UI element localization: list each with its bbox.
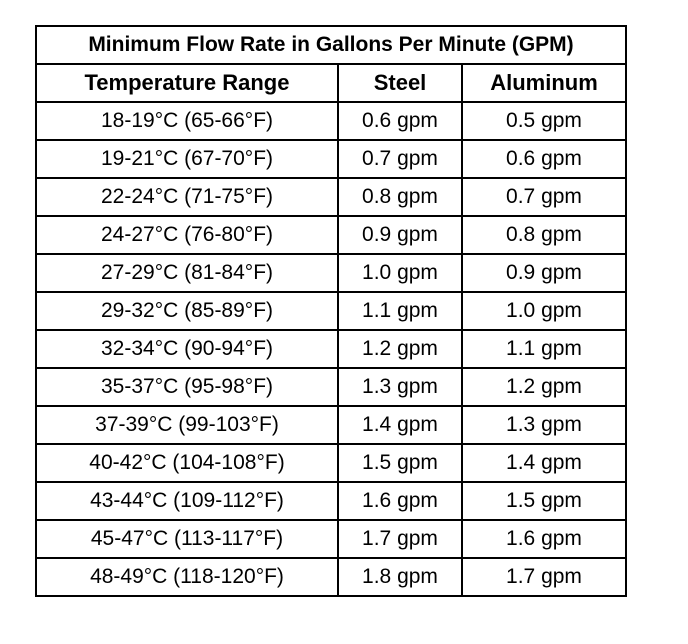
- temperature-range-cell: 43-44°C (109-112°F): [35, 481, 339, 521]
- temperature-range-cell: 22-24°C (71-75°F): [35, 177, 339, 217]
- aluminum-flow-cell: 1.3 gpm: [461, 405, 627, 445]
- table-row: 35-37°C (95-98°F) 1.3 gpm 1.2 gpm: [35, 367, 627, 407]
- temperature-range-cell: 27-29°C (81-84°F): [35, 253, 339, 293]
- steel-flow-cell: 1.6 gpm: [337, 481, 463, 521]
- temperature-range-cell: 37-39°C (99-103°F): [35, 405, 339, 445]
- table-row: 24-27°C (76-80°F) 0.9 gpm 0.8 gpm: [35, 215, 627, 255]
- title-row: Minimum Flow Rate in Gallons Per Minute …: [35, 25, 627, 65]
- temperature-range-cell: 45-47°C (113-117°F): [35, 519, 339, 559]
- aluminum-flow-cell: 1.4 gpm: [461, 443, 627, 483]
- table-row: 45-47°C (113-117°F) 1.7 gpm 1.6 gpm: [35, 519, 627, 559]
- steel-flow-cell: 0.6 gpm: [337, 101, 463, 141]
- table-row: 18-19°C (65-66°F) 0.6 gpm 0.5 gpm: [35, 101, 627, 141]
- aluminum-flow-cell: 1.1 gpm: [461, 329, 627, 369]
- temperature-range-cell: 35-37°C (95-98°F): [35, 367, 339, 407]
- table-row: 37-39°C (99-103°F) 1.4 gpm 1.3 gpm: [35, 405, 627, 445]
- steel-flow-cell: 1.2 gpm: [337, 329, 463, 369]
- aluminum-flow-cell: 1.6 gpm: [461, 519, 627, 559]
- steel-flow-cell: 1.8 gpm: [337, 557, 463, 597]
- steel-flow-cell: 1.5 gpm: [337, 443, 463, 483]
- table-row: 32-34°C (90-94°F) 1.2 gpm 1.1 gpm: [35, 329, 627, 369]
- aluminum-flow-cell: 1.0 gpm: [461, 291, 627, 331]
- table-row: 22-24°C (71-75°F) 0.8 gpm 0.7 gpm: [35, 177, 627, 217]
- steel-flow-cell: 1.4 gpm: [337, 405, 463, 445]
- temperature-range-cell: 29-32°C (85-89°F): [35, 291, 339, 331]
- table-title: Minimum Flow Rate in Gallons Per Minute …: [35, 25, 627, 65]
- table-row: 40-42°C (104-108°F) 1.5 gpm 1.4 gpm: [35, 443, 627, 483]
- header-aluminum: Aluminum: [461, 63, 627, 103]
- temperature-range-cell: 19-21°C (67-70°F): [35, 139, 339, 179]
- temperature-range-cell: 40-42°C (104-108°F): [35, 443, 339, 483]
- table-body: 18-19°C (65-66°F) 0.6 gpm 0.5 gpm 19-21°…: [35, 101, 627, 597]
- header-row: Temperature Range Steel Aluminum: [35, 63, 627, 103]
- steel-flow-cell: 1.3 gpm: [337, 367, 463, 407]
- temperature-range-cell: 24-27°C (76-80°F): [35, 215, 339, 255]
- steel-flow-cell: 1.0 gpm: [337, 253, 463, 293]
- temperature-range-cell: 48-49°C (118-120°F): [35, 557, 339, 597]
- steel-flow-cell: 0.9 gpm: [337, 215, 463, 255]
- aluminum-flow-cell: 0.7 gpm: [461, 177, 627, 217]
- steel-flow-cell: 1.1 gpm: [337, 291, 463, 331]
- flow-rate-table: Minimum Flow Rate in Gallons Per Minute …: [35, 25, 627, 597]
- table-row: 43-44°C (109-112°F) 1.6 gpm 1.5 gpm: [35, 481, 627, 521]
- temperature-range-cell: 32-34°C (90-94°F): [35, 329, 339, 369]
- aluminum-flow-cell: 1.2 gpm: [461, 367, 627, 407]
- table-head: Minimum Flow Rate in Gallons Per Minute …: [35, 25, 627, 103]
- header-temperature-range: Temperature Range: [35, 63, 339, 103]
- header-steel: Steel: [337, 63, 463, 103]
- steel-flow-cell: 0.7 gpm: [337, 139, 463, 179]
- table-row: 27-29°C (81-84°F) 1.0 gpm 0.9 gpm: [35, 253, 627, 293]
- table-row: 19-21°C (67-70°F) 0.7 gpm 0.6 gpm: [35, 139, 627, 179]
- table-row: 48-49°C (118-120°F) 1.8 gpm 1.7 gpm: [35, 557, 627, 597]
- aluminum-flow-cell: 0.5 gpm: [461, 101, 627, 141]
- aluminum-flow-cell: 1.7 gpm: [461, 557, 627, 597]
- steel-flow-cell: 0.8 gpm: [337, 177, 463, 217]
- aluminum-flow-cell: 1.5 gpm: [461, 481, 627, 521]
- aluminum-flow-cell: 0.6 gpm: [461, 139, 627, 179]
- aluminum-flow-cell: 0.8 gpm: [461, 215, 627, 255]
- table-row: 29-32°C (85-89°F) 1.1 gpm 1.0 gpm: [35, 291, 627, 331]
- aluminum-flow-cell: 0.9 gpm: [461, 253, 627, 293]
- temperature-range-cell: 18-19°C (65-66°F): [35, 101, 339, 141]
- steel-flow-cell: 1.7 gpm: [337, 519, 463, 559]
